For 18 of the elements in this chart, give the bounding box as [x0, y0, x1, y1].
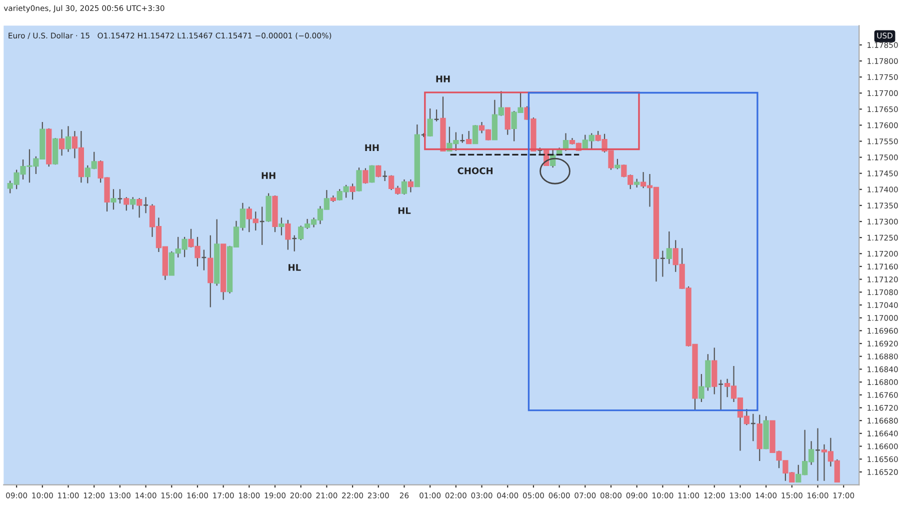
- candlestick: [408, 178, 414, 193]
- candlestick: [65, 126, 72, 152]
- candlestick: [356, 167, 362, 192]
- candlestick: [401, 178, 408, 196]
- annotation: HH: [436, 76, 450, 82]
- annotation: HL: [288, 264, 301, 271]
- candlestick: [278, 217, 284, 236]
- candlestick: [362, 168, 368, 184]
- candlestick: [504, 107, 510, 136]
- candlestick: [130, 196, 136, 210]
- candlestick: [58, 128, 65, 156]
- candlestick: [614, 158, 620, 170]
- annotation: CHOCH: [458, 167, 492, 174]
- candlestick: [350, 183, 356, 200]
- annotation: HL: [398, 207, 411, 214]
- annotation: HH: [365, 144, 379, 151]
- annotation: HH: [262, 172, 276, 179]
- candlestick: [472, 124, 478, 144]
